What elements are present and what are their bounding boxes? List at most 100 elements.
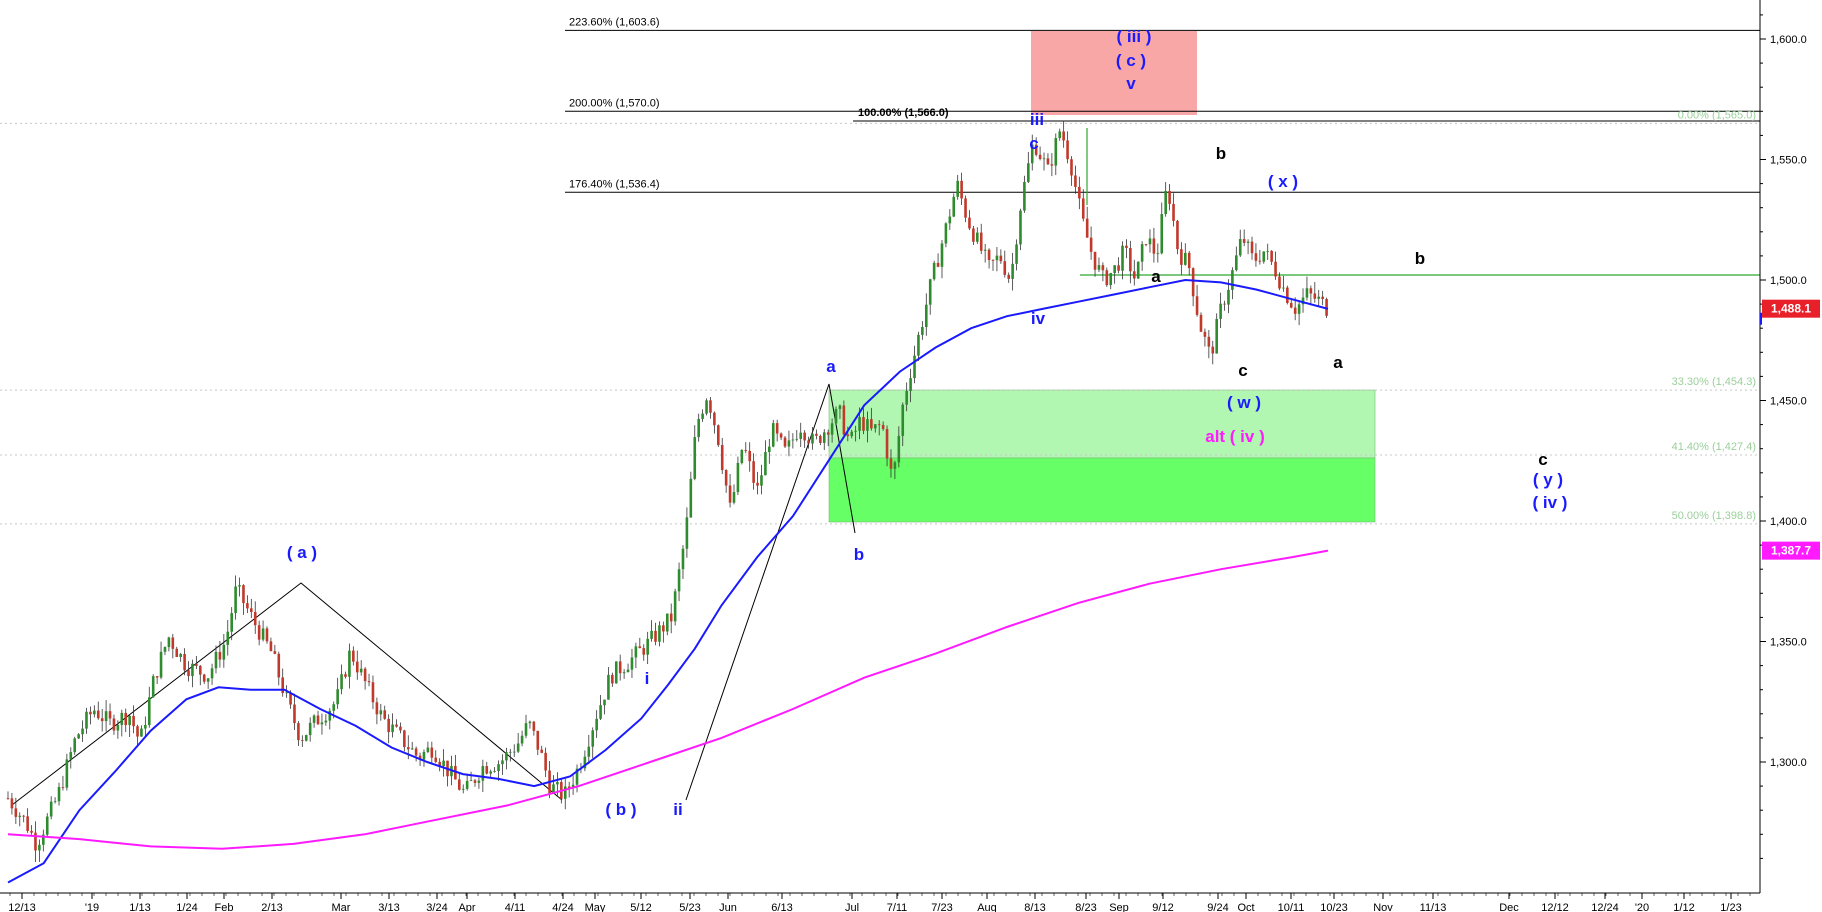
- y-tick-label: 1,450.0: [1770, 396, 1807, 408]
- candle-body: [473, 780, 477, 783]
- x-tick-label: 9/24: [1207, 902, 1228, 912]
- candle-body: [242, 585, 245, 604]
- candle-body: [815, 433, 818, 436]
- candle-body: [917, 334, 920, 356]
- wave-label: c: [1029, 134, 1038, 153]
- candle-body: [42, 834, 45, 845]
- candle-body: [995, 255, 999, 261]
- candle-body: [246, 603, 249, 609]
- candle-body: [1140, 244, 1144, 262]
- candle-body: [618, 661, 622, 674]
- candle-body: [893, 462, 897, 469]
- candle-body: [273, 651, 277, 654]
- candle-body: [85, 711, 88, 729]
- candle-body: [964, 198, 967, 218]
- candle-body: [1042, 158, 1046, 160]
- candle-body: [603, 699, 606, 706]
- candle-body: [524, 723, 528, 736]
- candle-body: [77, 734, 80, 739]
- candle-body: [556, 781, 559, 785]
- candle-body: [834, 408, 838, 424]
- candle-body: [1015, 244, 1018, 264]
- candle-body: [418, 755, 422, 760]
- candle-body: [1074, 175, 1077, 187]
- fib-level-label: 33.30% (1,454.3): [1672, 376, 1756, 388]
- candle-body: [1038, 154, 1042, 159]
- candle-body: [575, 768, 579, 785]
- candle-body: [952, 196, 956, 217]
- candle-body: [936, 262, 940, 267]
- candle-body: [461, 788, 465, 790]
- candle-body: [505, 752, 508, 761]
- x-tick-label: Jun: [719, 902, 737, 912]
- candle-body: [611, 674, 614, 684]
- candle-body: [736, 462, 740, 493]
- candle-body: [108, 711, 112, 719]
- candle-body: [285, 692, 288, 694]
- wave-label: b: [1415, 249, 1425, 268]
- candle-body: [724, 470, 728, 486]
- candle-body: [948, 216, 952, 224]
- fib-level-label: 223.60% (1,603.6): [569, 16, 660, 28]
- candle-body: [1101, 265, 1105, 271]
- candle-body: [1176, 220, 1179, 250]
- x-tick-label: 6/13: [771, 902, 792, 912]
- candle-body: [1148, 238, 1152, 245]
- wave-label: ( iii ): [1117, 27, 1152, 46]
- candle-body: [238, 585, 241, 587]
- candle-body: [979, 232, 983, 251]
- candle-body: [697, 418, 700, 438]
- y-tick-label: 1,400.0: [1770, 516, 1807, 528]
- candle-body: [414, 748, 418, 756]
- candle-body: [1168, 190, 1171, 204]
- fib-level-label: 100.00% (1,566.0): [858, 107, 949, 119]
- candle-body: [740, 449, 744, 463]
- candle-body: [944, 223, 948, 244]
- wave-label: ( iv ): [1533, 493, 1568, 512]
- candle-body: [1227, 289, 1230, 305]
- candle-body: [1160, 214, 1164, 254]
- candle-body: [352, 650, 355, 662]
- candle-body: [976, 232, 979, 242]
- wave-label: alt ( iv ): [1205, 427, 1265, 446]
- x-tick-label: Aug: [977, 902, 997, 912]
- candle-body: [426, 747, 430, 752]
- candle-body: [1027, 163, 1030, 182]
- candle-body: [516, 743, 520, 752]
- candle-body: [811, 433, 814, 444]
- candle-body: [1070, 159, 1073, 176]
- candle-body: [826, 432, 830, 435]
- candle-body: [764, 452, 767, 476]
- x-tick-label: 8/23: [1075, 902, 1096, 912]
- candle-body: [1207, 336, 1211, 347]
- candle-body: [650, 630, 653, 639]
- candle-body: [430, 747, 434, 758]
- candle-body: [783, 437, 787, 447]
- candle-body: [1136, 261, 1140, 279]
- candle-body: [677, 569, 681, 592]
- candle-body: [940, 243, 944, 267]
- wave-label: b: [854, 545, 864, 564]
- candle-body: [179, 653, 182, 657]
- x-tick-label: 8/13: [1024, 902, 1045, 912]
- x-tick-label: 10/23: [1320, 902, 1348, 912]
- candle-body: [913, 355, 916, 379]
- candle-body: [144, 724, 147, 729]
- candle-body: [104, 711, 108, 722]
- candle-body: [442, 760, 445, 767]
- wave-label: ( b ): [605, 800, 636, 819]
- candle-body: [540, 749, 544, 753]
- x-tick-label: 4/24: [552, 902, 573, 912]
- candle-body: [509, 751, 512, 753]
- candle-body: [406, 747, 410, 750]
- candle-body: [175, 648, 179, 657]
- candle-body: [112, 718, 116, 731]
- candle-body: [846, 434, 850, 437]
- candle-body: [858, 417, 861, 431]
- candle-body: [713, 412, 716, 426]
- candle-body: [850, 431, 854, 437]
- candle-body: [57, 787, 61, 802]
- candle-body: [493, 771, 496, 772]
- candle-body: [1313, 293, 1317, 299]
- candle-body: [595, 718, 598, 731]
